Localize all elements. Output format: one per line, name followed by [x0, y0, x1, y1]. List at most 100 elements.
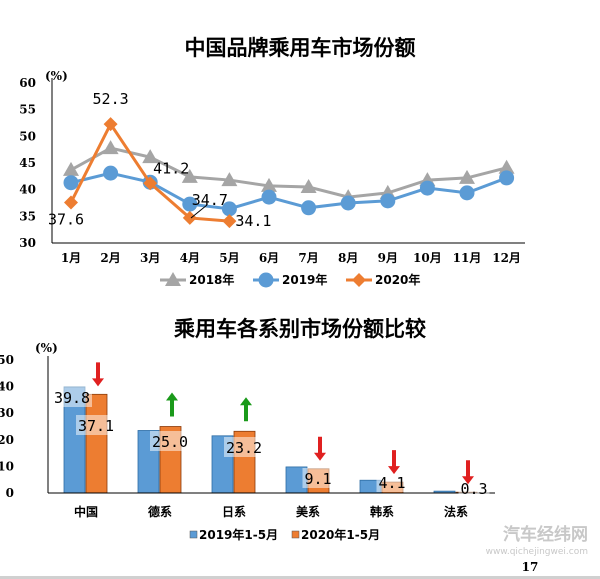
y-tick-label: 50	[19, 129, 36, 143]
series-line-2018年	[70, 146, 507, 199]
x-tick-label: 10月	[413, 251, 442, 265]
x-tick-label: 法系	[444, 504, 468, 519]
x-tick-label: 11月	[453, 251, 482, 265]
data-point	[103, 165, 119, 181]
x-tick-label: 9月	[378, 251, 398, 265]
data-label-bg	[52, 387, 92, 407]
x-tick-label: 3月	[140, 251, 160, 265]
x-tick-label: 7月	[298, 251, 318, 265]
y-tick-label: 55	[19, 103, 36, 117]
legend-marker	[258, 272, 274, 288]
leader-line	[190, 204, 208, 219]
data-label: 25.0	[152, 433, 188, 451]
legend-marker	[352, 273, 366, 287]
data-label-bg	[458, 478, 490, 498]
data-label: 37.6	[48, 210, 84, 228]
y-tick-label: 30	[19, 236, 36, 250]
data-label: 34.7	[192, 191, 228, 209]
data-label-bg	[150, 431, 190, 451]
x-tick-label: 6月	[259, 251, 279, 265]
arrow-down-icon	[314, 436, 326, 461]
data-point	[142, 149, 159, 164]
y-tick-label: 20	[0, 433, 14, 447]
bar	[85, 393, 108, 494]
x-tick-label: 日系	[222, 504, 246, 519]
data-point	[340, 195, 356, 211]
data-label: 34.1	[235, 212, 271, 230]
data-point	[499, 170, 515, 186]
y-tick-label: 30	[0, 406, 14, 420]
x-tick-label: 美系	[296, 504, 320, 519]
x-tick-label: 5月	[219, 251, 239, 265]
data-label: 4.1	[378, 474, 405, 492]
data-point	[63, 175, 79, 191]
data-point	[182, 210, 197, 225]
watermark-logo: 汽车经纬网	[503, 524, 588, 545]
data-point	[102, 140, 119, 155]
arrow-up-icon	[240, 397, 252, 422]
legend-label: 2019年1-5月	[199, 527, 278, 542]
data-label: 9.1	[304, 470, 331, 488]
y-tick-label: 60	[19, 76, 36, 90]
bar-chart-title: 乘用车各系别市场份额比较	[173, 317, 426, 341]
data-label: 39.8	[54, 389, 90, 407]
data-point	[380, 193, 396, 209]
legend-label: 2019年	[282, 272, 327, 287]
y-tick-label: 40	[19, 183, 36, 197]
watermark-url: www.qichejingwei.com	[486, 547, 588, 557]
legend-swatch	[189, 530, 198, 539]
data-point	[221, 201, 237, 217]
data-point	[143, 176, 158, 191]
legend-label: 2020年1-5月	[301, 527, 380, 542]
y-tick-label: 40	[0, 380, 14, 394]
data-label-bg	[224, 437, 264, 457]
page-number: 17	[522, 560, 539, 574]
data-point	[261, 177, 277, 192]
x-tick-label: 德系	[148, 504, 172, 519]
data-label-bg	[376, 472, 408, 492]
legend-label: 2020年	[375, 272, 420, 287]
arrow-down-icon	[462, 460, 474, 485]
bottom-divider	[0, 576, 600, 579]
data-point	[63, 161, 79, 176]
data-label: 23.2	[226, 439, 262, 457]
data-point	[261, 189, 277, 205]
x-tick-label: 2月	[100, 251, 120, 265]
arrow-up-icon	[166, 392, 178, 417]
data-point	[301, 200, 317, 216]
data-label: 41.2	[153, 159, 189, 177]
data-point	[182, 196, 198, 212]
legend-swatch	[291, 530, 300, 539]
data-label: 37.1	[78, 417, 114, 435]
data-point	[222, 214, 237, 229]
data-point	[181, 168, 198, 183]
legend-label: 2018年	[189, 272, 234, 287]
x-tick-label: 8月	[338, 251, 358, 265]
data-point	[459, 169, 475, 184]
data-point	[103, 117, 118, 132]
x-tick-label: 1月	[61, 251, 81, 265]
arrow-down-icon	[388, 450, 400, 475]
x-tick-label: 中国	[74, 504, 98, 519]
arrow-down-icon	[92, 362, 104, 387]
data-label: 0.3	[460, 480, 487, 498]
y-tick-label: 10	[0, 459, 14, 473]
legend-marker	[165, 272, 181, 286]
data-point	[300, 179, 317, 193]
data-label-bg	[76, 415, 116, 435]
x-tick-label: 12月	[492, 251, 521, 265]
y-tick-label: 0	[6, 486, 14, 500]
data-point	[64, 195, 78, 210]
y-tick-label: 45	[19, 156, 36, 170]
y-axis-unit: (%)	[35, 341, 58, 355]
x-tick-label: 韩系	[370, 504, 394, 519]
y-axis-unit: (%)	[45, 69, 68, 83]
y-tick-label: 35	[19, 209, 36, 223]
data-label-bg	[302, 468, 334, 488]
y-tick-label: 50	[0, 353, 14, 367]
data-point	[419, 180, 435, 196]
line-chart-title: 中国品牌乘用车市场份额	[185, 36, 416, 60]
data-point	[459, 185, 475, 201]
x-tick-label: 4月	[180, 251, 200, 265]
